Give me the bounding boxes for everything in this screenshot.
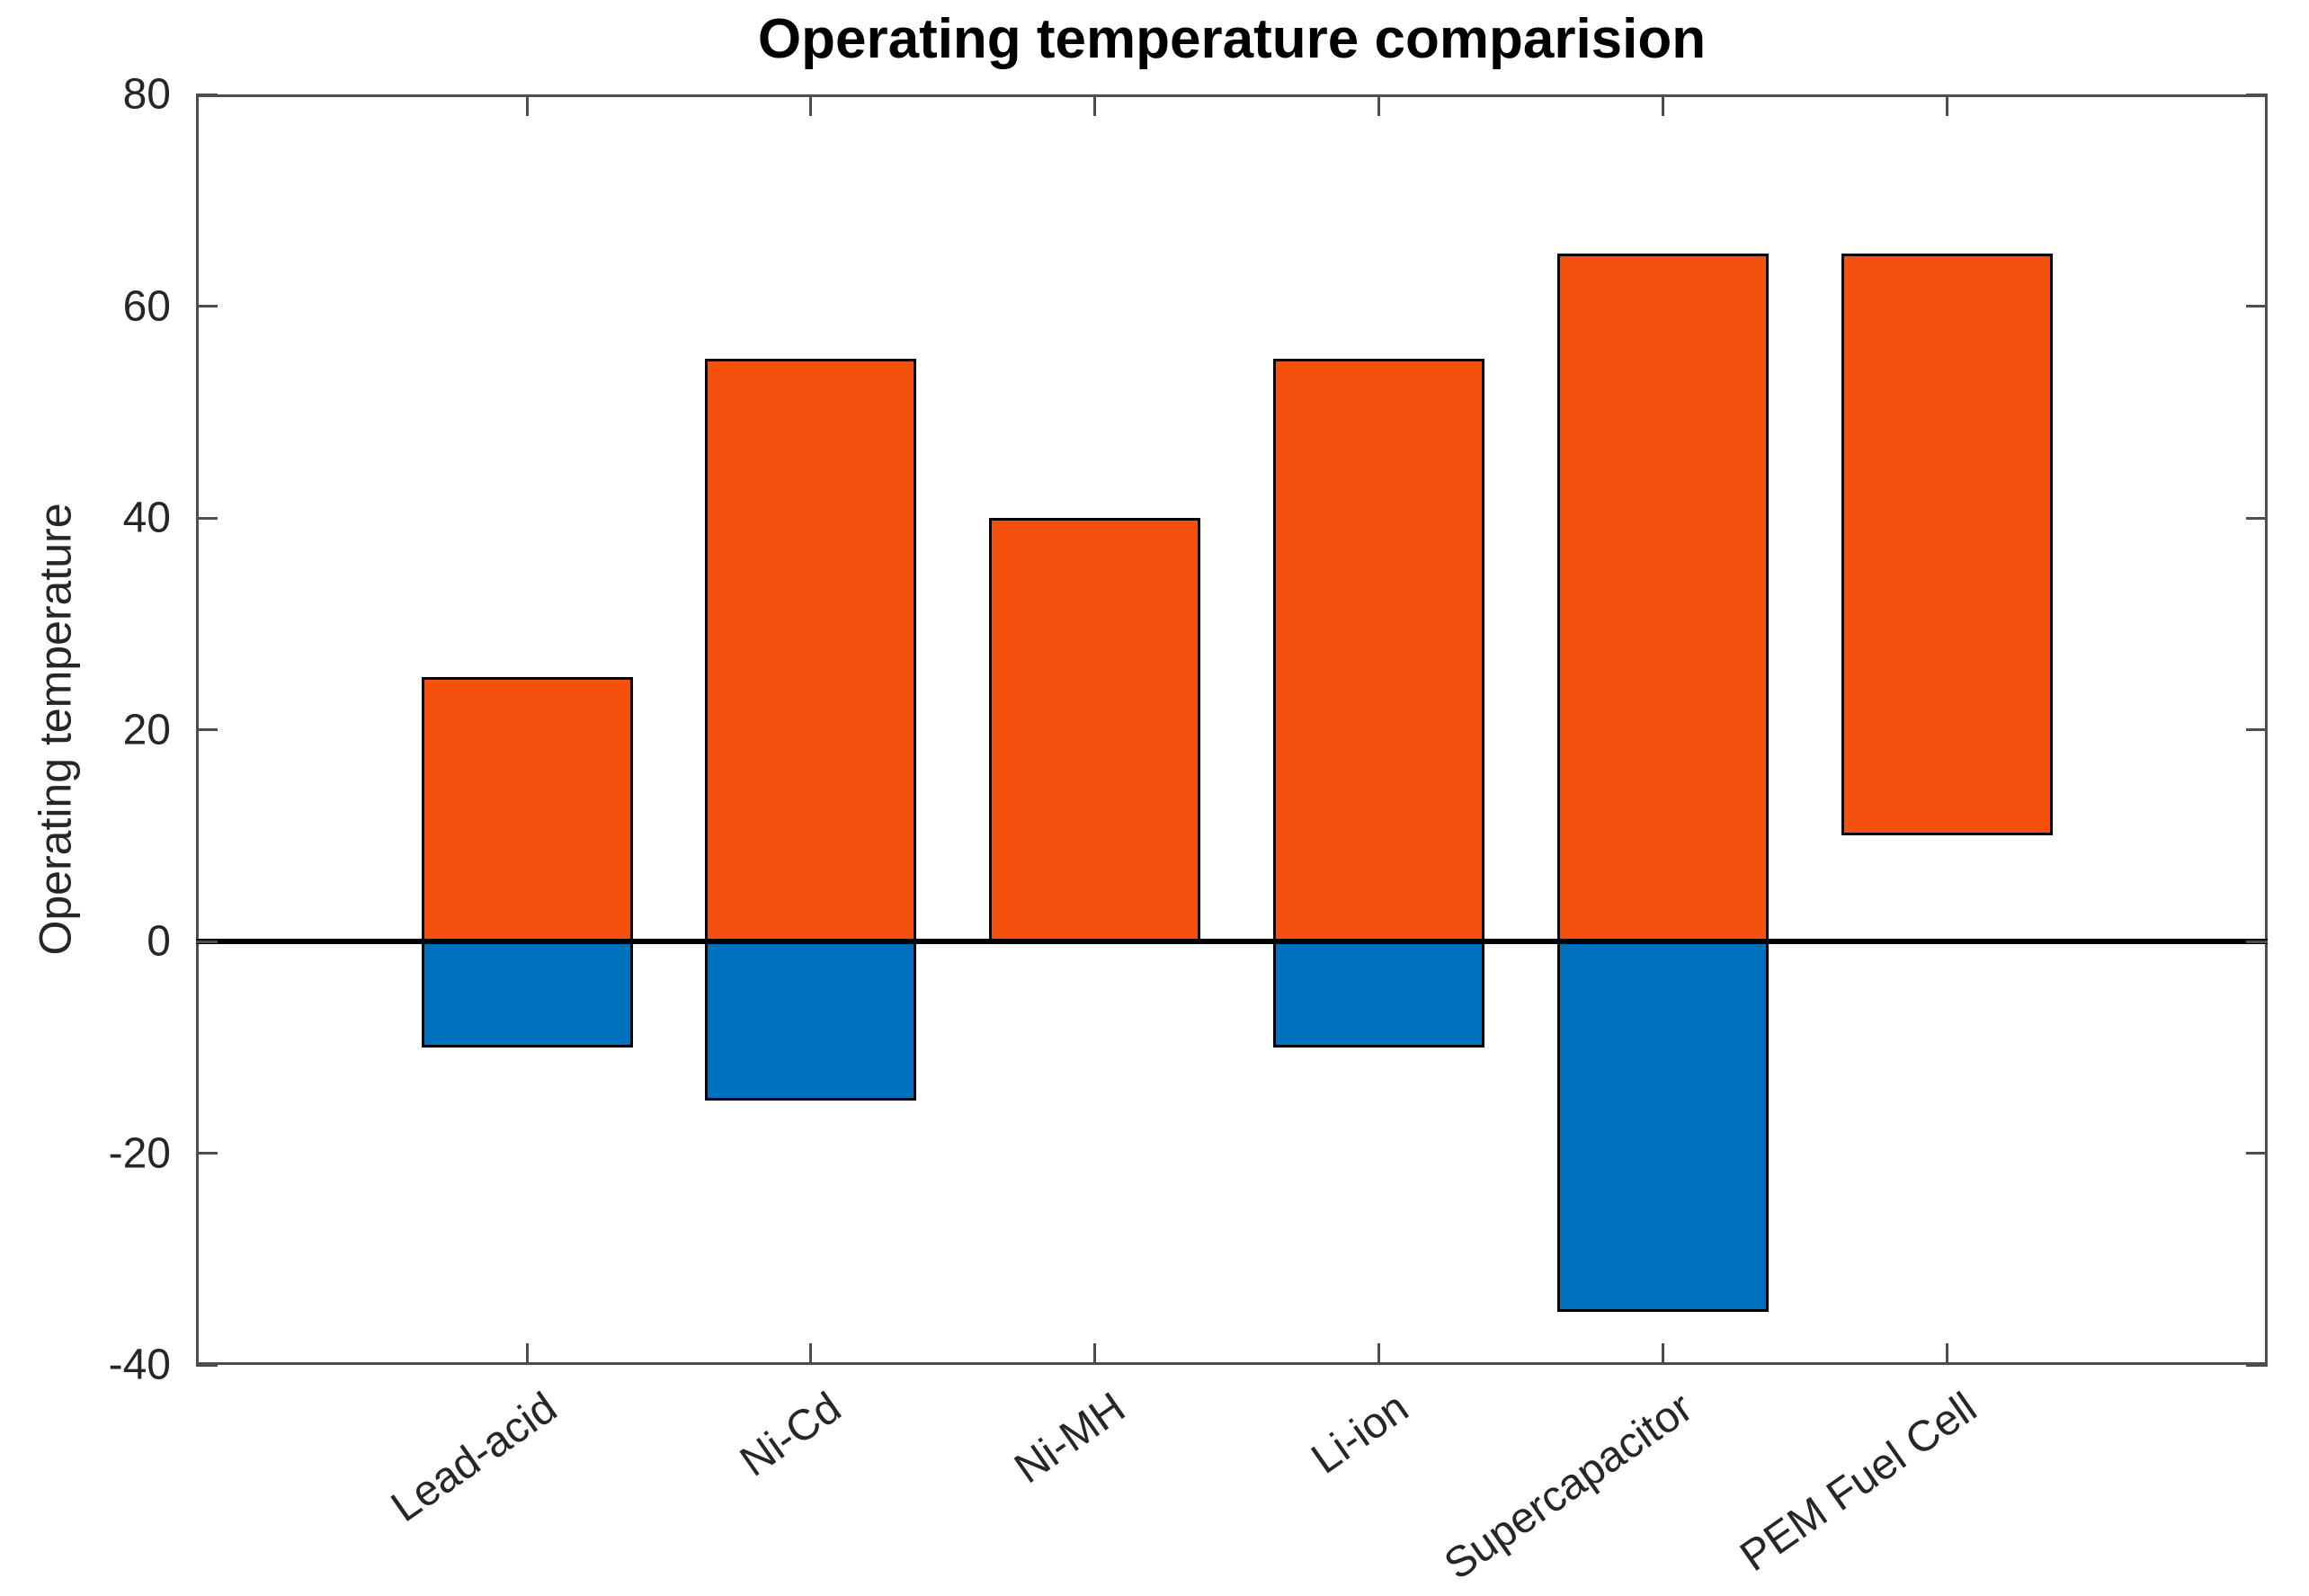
y-tick-mark — [196, 1152, 218, 1155]
y-tick-mark-right — [2246, 93, 2268, 96]
bar-range-negative — [1272, 941, 1484, 1048]
x-tick-mark — [1377, 1343, 1380, 1365]
bar-range-positive — [705, 359, 917, 941]
x-tick-mark-top — [1945, 94, 1948, 116]
y-tick-mark-right — [2246, 1363, 2268, 1367]
bar-range-positive — [1841, 253, 2053, 836]
y-tick-mark — [196, 305, 218, 308]
x-tick-mark-top — [809, 94, 813, 116]
y-tick-label: 80 — [122, 70, 171, 119]
y-tick-label: 0 — [147, 917, 171, 966]
bar-range-positive — [1556, 253, 1769, 941]
x-tick-mark-top — [525, 94, 529, 116]
x-tick-label: Lead-acid — [382, 1383, 566, 1532]
y-tick-label: -40 — [108, 1341, 171, 1389]
zero-line — [196, 939, 2268, 944]
y-tick-mark — [196, 728, 218, 731]
bar-range-negative — [1556, 941, 1769, 1313]
bar-range-negative — [421, 941, 633, 1048]
y-tick-mark-right — [2246, 516, 2268, 520]
x-tick-mark-top — [1377, 94, 1380, 116]
bar-range-negative — [705, 941, 917, 1101]
x-tick-mark — [1093, 1343, 1097, 1365]
y-tick-label: 40 — [122, 494, 171, 542]
y-tick-mark — [196, 940, 218, 943]
bar-range-positive — [1272, 359, 1484, 941]
x-tick-mark — [1945, 1343, 1948, 1365]
y-tick-mark-right — [2246, 728, 2268, 731]
y-tick-mark — [196, 516, 218, 520]
chart-title: Operating temperature comparision — [757, 8, 1707, 70]
y-tick-label: -20 — [108, 1129, 171, 1177]
y-tick-mark-right — [2246, 940, 2268, 943]
y-tick-mark-right — [2246, 305, 2268, 308]
y-tick-mark — [196, 93, 218, 96]
y-tick-mark — [196, 1363, 218, 1367]
x-tick-mark — [1661, 1343, 1664, 1365]
x-tick-mark — [525, 1343, 529, 1365]
bar-range-positive — [421, 676, 633, 941]
x-tick-mark — [809, 1343, 813, 1365]
x-tick-mark-top — [1093, 94, 1097, 116]
y-tick-label: 20 — [122, 706, 171, 753]
x-tick-mark-top — [1661, 94, 1664, 116]
y-tick-mark-right — [2246, 1152, 2268, 1155]
bar-range-positive — [989, 518, 1201, 941]
y-tick-label: 60 — [122, 282, 171, 330]
